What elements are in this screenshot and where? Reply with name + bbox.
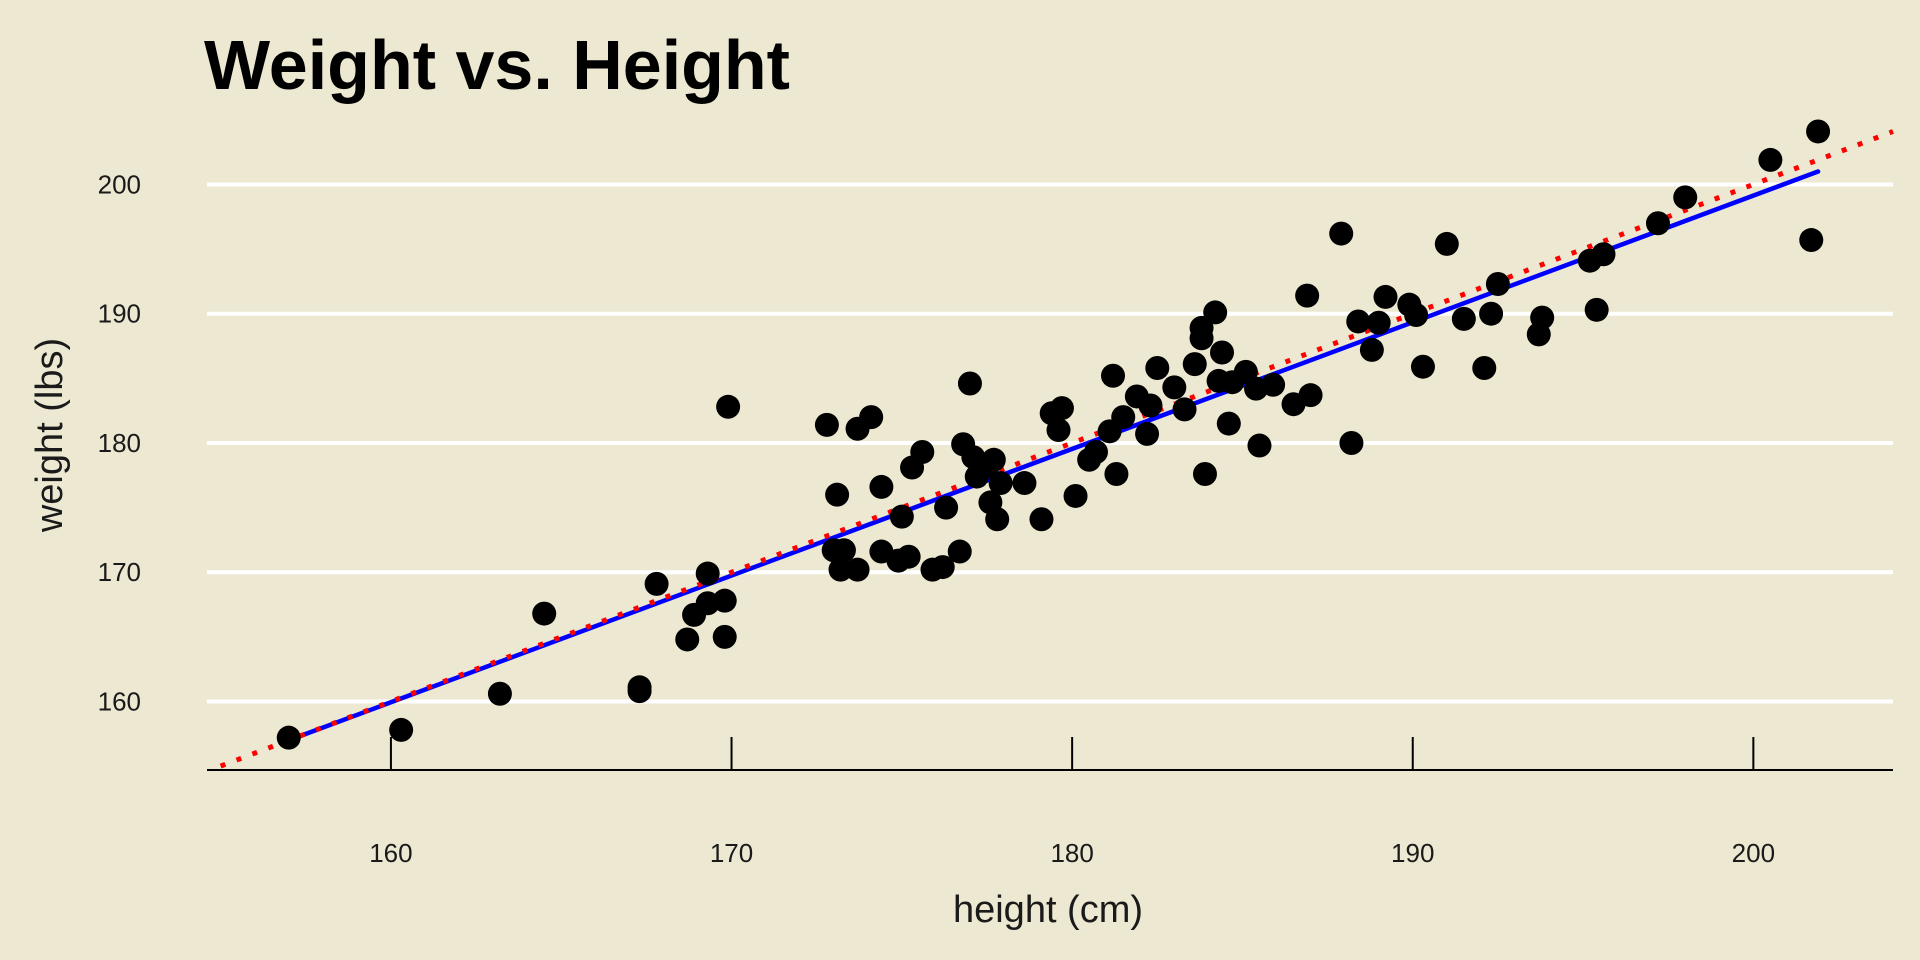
data-point xyxy=(1104,461,1129,486)
data-point xyxy=(1584,297,1609,322)
data-point xyxy=(1434,231,1459,256)
data-point xyxy=(276,725,301,750)
x-tick-label-190: 190 xyxy=(1391,838,1434,868)
data-point xyxy=(910,440,935,465)
x-tick-labels: 160 170 180 190 200 xyxy=(369,838,1775,868)
data-point xyxy=(1339,430,1364,455)
y-tick-label-200: 200 xyxy=(98,169,141,199)
data-point xyxy=(1472,356,1497,381)
data-point xyxy=(1063,483,1088,508)
data-point xyxy=(1111,405,1136,430)
data-point xyxy=(1298,383,1323,408)
data-point xyxy=(1373,284,1398,309)
y-tick-label-160: 160 xyxy=(98,686,141,716)
data-point xyxy=(1101,363,1126,388)
x-axis xyxy=(207,737,1893,771)
data-point xyxy=(934,495,959,520)
data-point xyxy=(1451,306,1476,331)
y-axis-label: weight (lbs) xyxy=(29,338,71,533)
data-point xyxy=(1329,221,1354,246)
data-point xyxy=(1530,305,1555,330)
data-point xyxy=(947,539,972,564)
data-point xyxy=(1366,310,1391,335)
x-tick-label-200: 200 xyxy=(1732,838,1775,868)
data-point xyxy=(1758,147,1783,172)
data-point xyxy=(627,675,652,700)
data-point xyxy=(1799,228,1824,253)
data-point xyxy=(716,394,741,419)
data-point xyxy=(1083,440,1108,465)
data-point xyxy=(1210,340,1235,365)
data-point xyxy=(814,412,839,437)
y-tick-label-190: 190 xyxy=(98,299,141,329)
data-point xyxy=(1591,242,1616,267)
data-point xyxy=(985,507,1010,532)
data-point xyxy=(1189,315,1214,340)
data-point xyxy=(1359,337,1384,362)
data-point xyxy=(695,561,720,586)
y-tick-label-180: 180 xyxy=(98,428,141,458)
data-point xyxy=(896,544,921,569)
data-point xyxy=(1046,418,1071,443)
data-point xyxy=(1145,356,1170,381)
y-tick-label-170: 170 xyxy=(98,557,141,587)
data-point xyxy=(532,601,557,626)
data-point xyxy=(1346,309,1371,334)
data-point xyxy=(1192,461,1217,486)
data-point xyxy=(825,482,850,507)
data-point xyxy=(389,717,414,742)
data-point xyxy=(1172,397,1197,422)
data-point xyxy=(487,681,512,706)
data-point xyxy=(1295,283,1320,308)
data-point xyxy=(988,471,1013,496)
data-point xyxy=(644,571,669,596)
data-point xyxy=(828,557,853,582)
y-tick-labels: 160 170 180 190 200 xyxy=(98,169,141,716)
data-point xyxy=(1135,421,1160,446)
data-point xyxy=(675,627,700,652)
data-point xyxy=(1203,300,1228,325)
data-point xyxy=(712,624,737,649)
x-tick-label-160: 160 xyxy=(369,838,412,868)
data-point xyxy=(930,555,955,580)
data-point xyxy=(859,405,884,430)
data-point xyxy=(831,538,856,563)
x-tick-label-170: 170 xyxy=(710,838,753,868)
chart-title: Weight vs. Height xyxy=(204,26,790,104)
data-point xyxy=(1261,372,1286,397)
data-point xyxy=(1479,301,1504,326)
data-point xyxy=(712,588,737,613)
grid-lines xyxy=(207,182,1893,704)
data-point xyxy=(981,447,1006,472)
data-point xyxy=(1138,393,1163,418)
data-point xyxy=(1182,352,1207,377)
data-point xyxy=(1673,185,1698,210)
data-point xyxy=(1216,411,1241,436)
data-point xyxy=(889,504,914,529)
data-point xyxy=(869,474,894,499)
data-point xyxy=(957,371,982,396)
data-point xyxy=(1012,471,1037,496)
data-point xyxy=(1410,354,1435,379)
data-point xyxy=(1485,271,1510,296)
x-axis-label: height (cm) xyxy=(953,889,1143,931)
x-tick-label-180: 180 xyxy=(1050,838,1093,868)
data-point xyxy=(1247,433,1272,458)
scatter-points xyxy=(276,119,1831,750)
data-point xyxy=(1049,396,1074,421)
data-point xyxy=(1645,211,1670,236)
data-point xyxy=(845,557,870,582)
data-point xyxy=(1404,303,1429,328)
data-point xyxy=(1806,119,1831,144)
data-point xyxy=(1029,507,1054,532)
trend-lines xyxy=(219,129,1894,769)
data-point xyxy=(1162,375,1187,400)
